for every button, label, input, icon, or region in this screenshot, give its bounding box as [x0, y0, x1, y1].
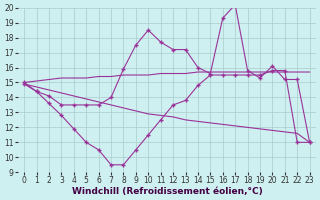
X-axis label: Windchill (Refroidissement éolien,°C): Windchill (Refroidissement éolien,°C): [72, 187, 262, 196]
